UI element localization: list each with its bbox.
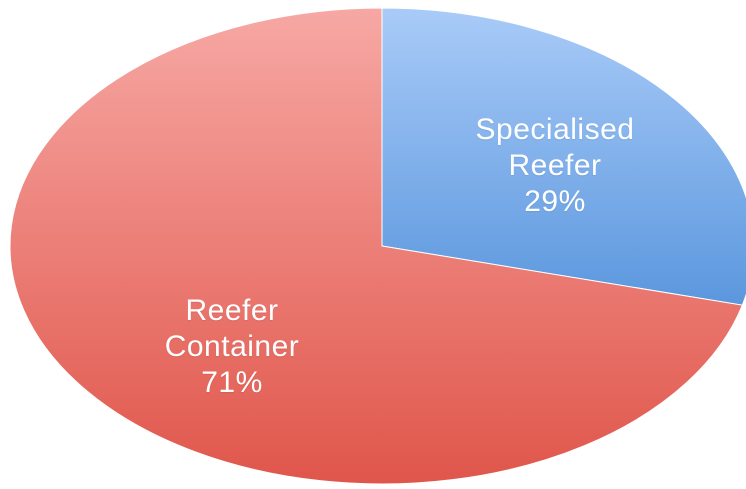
slice-label-specialised-reefer: Specialised Reefer 29%: [476, 112, 635, 220]
slice-percentage: 71%: [201, 366, 263, 399]
slice-percentage: 29%: [524, 185, 586, 218]
slice-label-line-1: Reefer: [185, 294, 279, 327]
slice-label-reefer-container: Reefer Container 71%: [165, 293, 300, 401]
pie-slice-reefer-container: [9, 7, 744, 485]
slice-label-line-2: Container: [164, 330, 300, 363]
slice-label-line-2: Reefer: [508, 149, 602, 182]
slice-label-line-1: Specialised: [475, 113, 635, 146]
pie-slice-specialised-reefer: [381, 7, 746, 306]
